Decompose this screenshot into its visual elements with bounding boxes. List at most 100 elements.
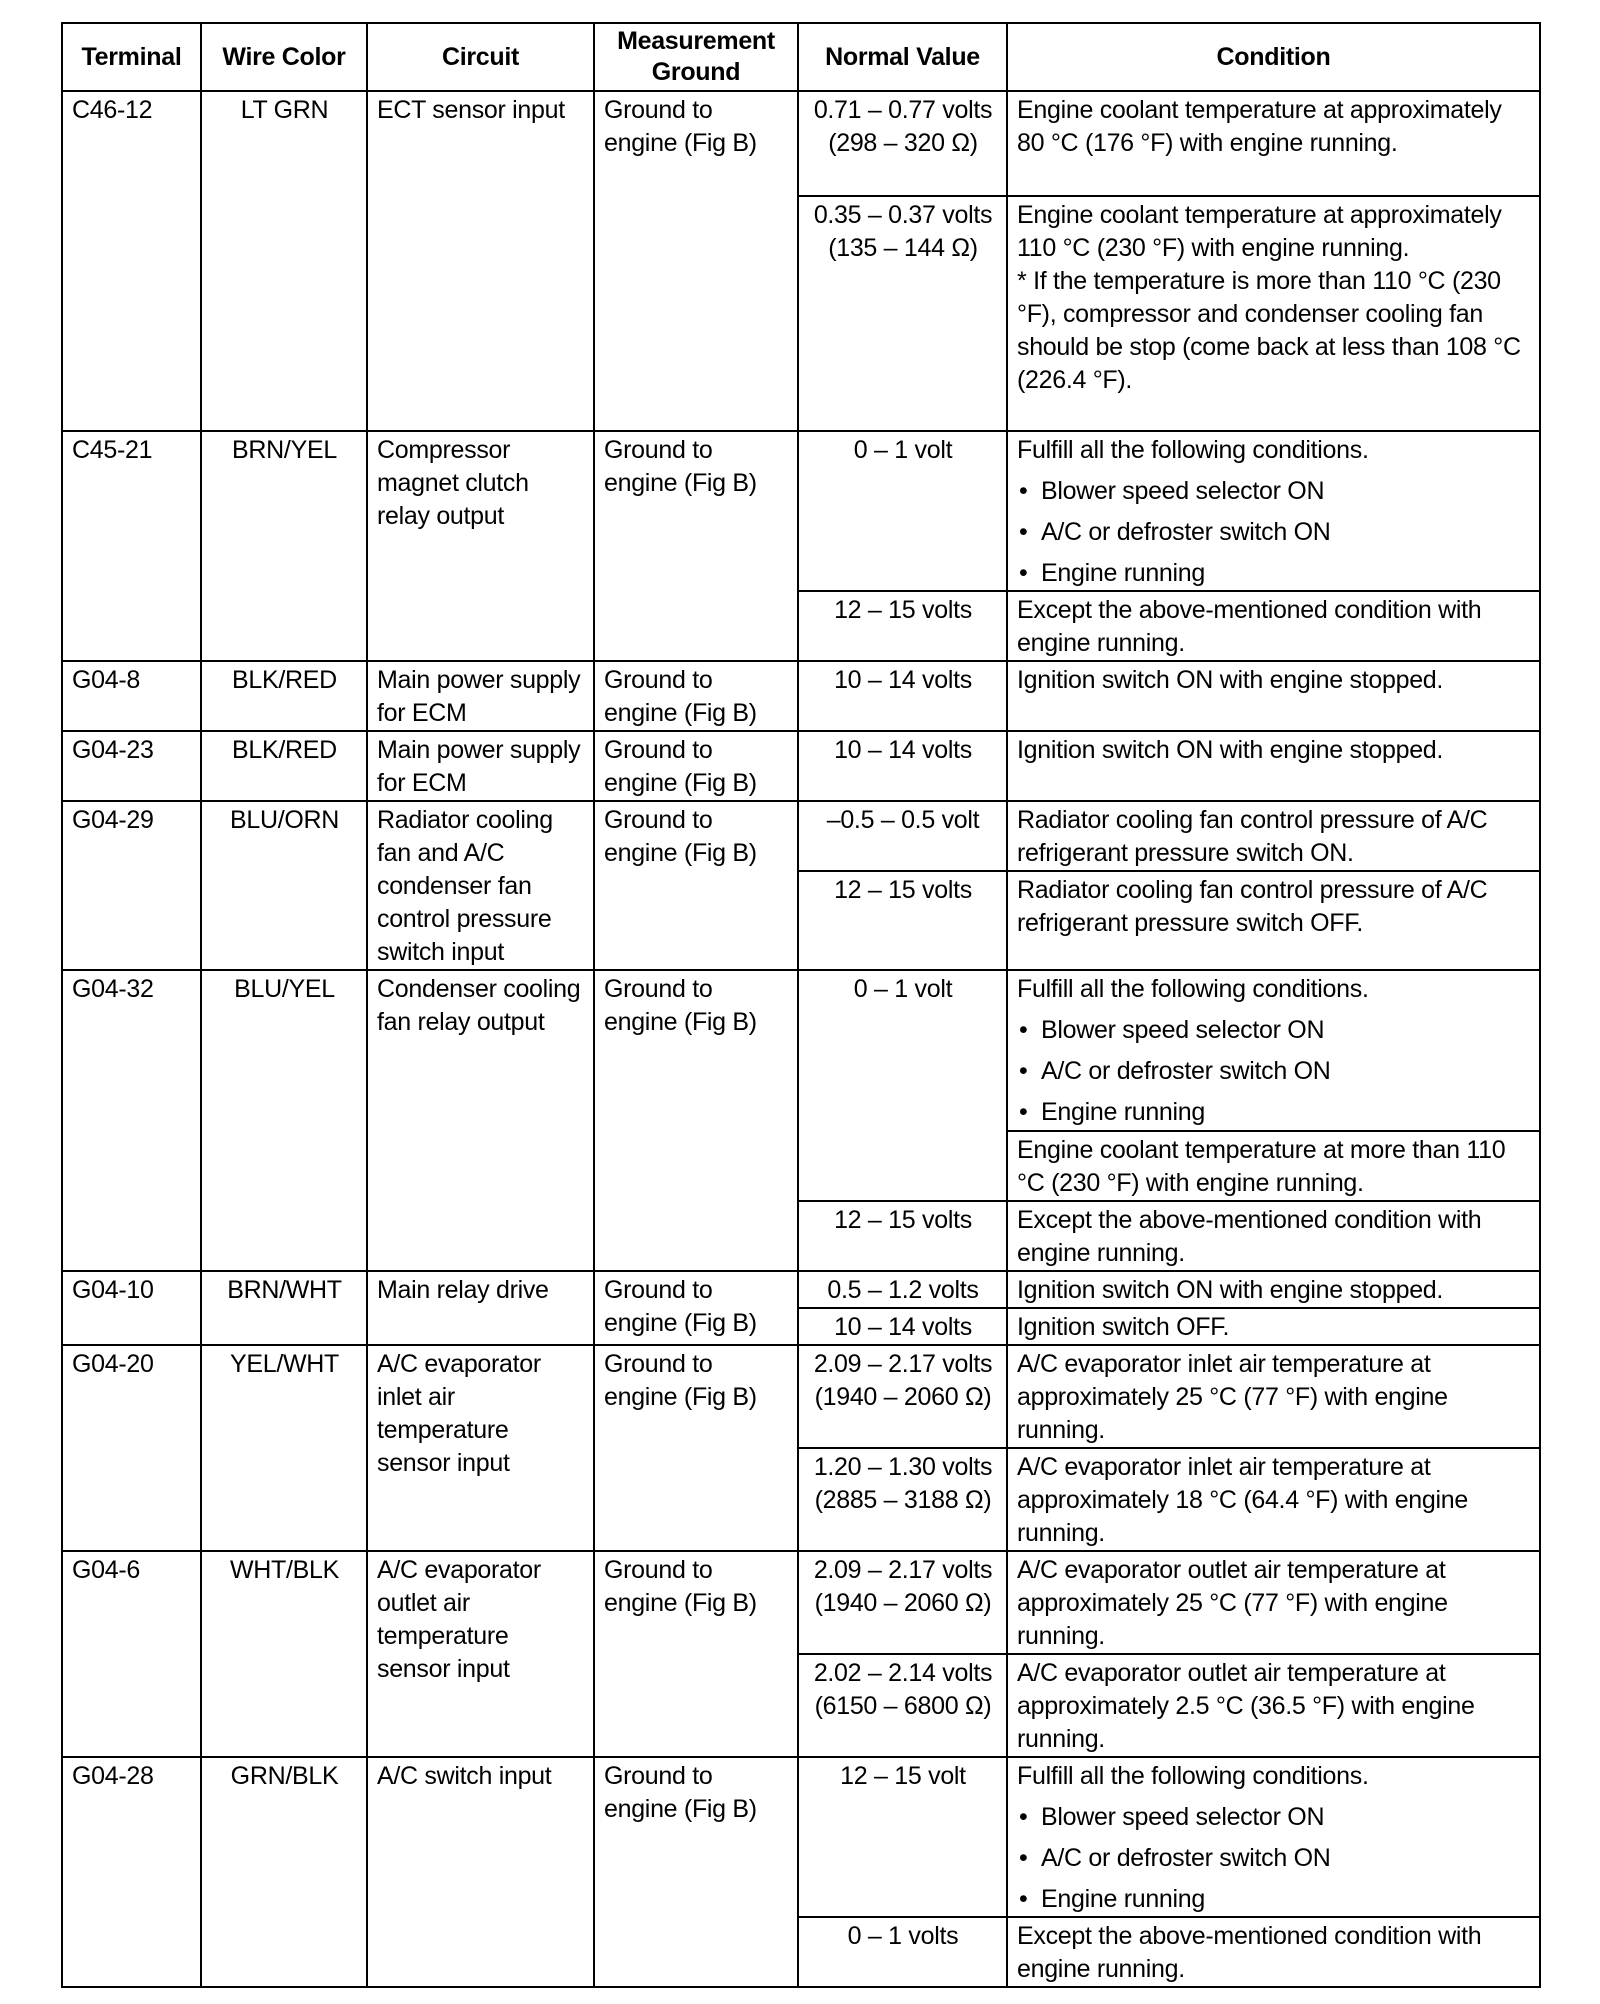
condition-text: Engine coolant temperature at approximat…: [1017, 201, 1502, 262]
table-row: G04-23 BLK/RED Main power supply for ECM Gr…: [61, 730, 1541, 802]
condition-cell: A/C evaporator outlet air temperature at…: [1006, 1550, 1541, 1655]
table-row: 0.35 – 0.37 volts (135 – 144 Ω) Engine co…: [62, 195, 1541, 432]
normal-value-cell: 0.35 – 0.37 volts (135 – 144 Ω): [797, 195, 1008, 432]
wire-color-cell: LT GRN: [200, 90, 368, 432]
terminal-cell: G04-10: [61, 1270, 202, 1346]
normal-value-cell: 2.09 – 2.17 volts (1940 – 2060 Ω): [797, 1550, 1008, 1655]
circuit-cell: ECT sensor input: [366, 90, 595, 432]
circuit-cell: A/C evaporator inlet air temperature sen…: [366, 1344, 595, 1552]
normal-value-cell: 12 – 15 volt: [797, 1756, 1008, 1918]
table-row: 12 – 15 volts Except the above-mentioned …: [62, 1200, 1541, 1272]
terminal-cell: C45-21: [61, 430, 202, 662]
normal-value-cell: 10 – 14 volts: [797, 660, 1008, 732]
header-normal-value: Normal Value: [797, 22, 1008, 92]
circuit-cell: Compressor magnet clutch relay output: [366, 430, 595, 662]
condition-cell: A/C evaporator inlet air temperature at …: [1006, 1344, 1541, 1449]
condition-text: A/C evaporator outlet air temperature at…: [1017, 1659, 1475, 1753]
header-measurement-ground: Measurement Ground: [593, 22, 799, 92]
measurement-ground-cell: Ground to engine (Fig B): [593, 660, 799, 732]
condition-text: Ignition switch ON with engine stopped.: [1017, 736, 1444, 764]
condition-cell: Radiator cooling fan control pressure of…: [1006, 800, 1541, 872]
terminal-cell: G04-28: [61, 1756, 202, 1988]
normal-value-cell: 2.02 – 2.14 volts (6150 – 6800 Ω): [797, 1653, 1008, 1758]
table-row: G04-32 BLU/YEL Condenser cooling fan relay…: [61, 969, 1541, 1272]
table-row: 1.20 – 1.30 volts (2885 – 3188 Ω) A/C eva…: [62, 1447, 1541, 1552]
measurement-ground-cell: Ground to engine (Fig B): [593, 800, 799, 971]
wire-color-cell: WHT/BLK: [200, 1550, 368, 1758]
condition-text: Fulfill all the following conditions.: [1017, 436, 1369, 464]
condition-cell: Except the above-mentioned condition wit…: [1006, 590, 1541, 662]
condition-note: * If the temperature is more than 110 °C…: [1017, 267, 1521, 394]
terminal-cell: G04-8: [61, 660, 202, 732]
condition-cell: Fulfill all the following conditions. Blo…: [1006, 1756, 1541, 1918]
table-row: G04-10 BRN/WHT Main relay drive Ground to e…: [61, 1270, 1541, 1346]
header-wire-color: Wire Color: [200, 22, 368, 92]
wire-color-cell: BLK/RED: [200, 730, 368, 802]
condition-cell: Engine coolant temperature at more than …: [1006, 1130, 1541, 1202]
condition-text: Radiator cooling fan control pressure of…: [1017, 806, 1488, 867]
measurement-ground-cell: Ground to engine (Fig B): [593, 1550, 799, 1758]
circuit-cell: A/C evaporator outlet air temperature se…: [366, 1550, 595, 1758]
normal-value-cell: 0 – 1 volts: [797, 1916, 1008, 1988]
measurement-ground-cell: Ground to engine (Fig B): [593, 1344, 799, 1552]
condition-bullet: A/C or defroster switch ON: [1017, 1842, 1531, 1875]
normal-value-cell: 2.09 – 2.17 volts (1940 – 2060 Ω): [797, 1344, 1008, 1449]
terminal-cell: G04-20: [61, 1344, 202, 1552]
table-row: G04-6 WHT/BLK A/C evaporator outlet air te…: [61, 1550, 1541, 1758]
condition-text: Fulfill all the following conditions.: [1017, 1762, 1369, 1790]
condition-bullet: Blower speed selector ON: [1017, 1014, 1531, 1047]
wire-color-cell: BRN/WHT: [200, 1270, 368, 1346]
circuit-cell: Main relay drive: [366, 1270, 595, 1346]
condition-bullet: Engine running: [1017, 1883, 1531, 1915]
table-row: 2.02 – 2.14 volts (6150 – 6800 Ω) A/C eva…: [62, 1653, 1541, 1758]
condition-cell: Fulfill all the following conditions. Blo…: [1006, 430, 1541, 592]
wire-color-cell: YEL/WHT: [200, 1344, 368, 1552]
condition-cell: Engine coolant temperature at approximat…: [1006, 195, 1541, 432]
condition-bullet: Engine running: [1017, 1096, 1531, 1129]
table-row: C45-21 BRN/YEL Compressor magnet clutch re…: [61, 430, 1541, 662]
condition-text: Except the above-mentioned condition wit…: [1017, 1922, 1482, 1983]
measurement-ground-cell: Ground to engine (Fig B): [593, 1270, 799, 1346]
table-row: G04-20 YEL/WHT A/C evaporator inlet air te…: [61, 1344, 1541, 1552]
normal-value-cell: 12 – 15 volts: [797, 590, 1008, 662]
terminal-cell: G04-6: [61, 1550, 202, 1758]
measurement-ground-cell: Ground to engine (Fig B): [593, 430, 799, 662]
circuit-cell: A/C switch input: [366, 1756, 595, 1988]
table-row: G04-8 BLK/RED Main power supply for ECM Gro…: [61, 660, 1541, 732]
condition-cell: Ignition switch ON with engine stopped.: [1006, 1270, 1541, 1309]
measurement-ground-cell: Ground to engine (Fig B): [593, 730, 799, 802]
normal-value-cell: 10 – 14 volts: [797, 1307, 1008, 1346]
condition-cell: Except the above-mentioned condition wit…: [1006, 1200, 1541, 1272]
condition-text: A/C evaporator outlet air temperature at…: [1017, 1556, 1448, 1650]
normal-value-cell: 0.71 – 0.77 volts (298 – 320 Ω): [797, 90, 1008, 197]
table-row: G04-28 GRN/BLK A/C switch input Ground to e…: [61, 1756, 1541, 1988]
circuit-cell: Main power supply for ECM: [366, 730, 595, 802]
condition-text: Engine coolant temperature at more than …: [1017, 1136, 1506, 1197]
normal-value-cell: 0 – 1 volt: [797, 969, 1008, 1202]
condition-bullet: Blower speed selector ON: [1017, 475, 1531, 508]
normal-value-cell: 12 – 15 volts: [797, 870, 1008, 971]
measurement-ground-cell: Ground to engine (Fig B): [593, 969, 799, 1272]
condition-cell: Fulfill all the following conditions. Blo…: [1006, 969, 1541, 1132]
normal-value-cell: 0.5 – 1.2 volts: [797, 1270, 1008, 1309]
normal-value-cell: 0 – 1 volt: [797, 430, 1008, 592]
condition-bullet: Engine running: [1017, 557, 1531, 589]
normal-value-cell: –0.5 – 0.5 volt: [797, 800, 1008, 872]
condition-cell: Radiator cooling fan control pressure of…: [1006, 870, 1541, 971]
header-terminal: Terminal: [61, 22, 202, 92]
header-condition: Condition: [1006, 22, 1541, 92]
terminal-cell: G04-23: [61, 730, 202, 802]
header-circuit: Circuit: [366, 22, 595, 92]
condition-cell: A/C evaporator outlet air temperature at…: [1006, 1653, 1541, 1758]
condition-text: A/C evaporator inlet air temperature at …: [1017, 1350, 1448, 1444]
normal-value-cell: 1.20 – 1.30 volts (2885 – 3188 Ω): [797, 1447, 1008, 1552]
condition-text: Except the above-mentioned condition wit…: [1017, 596, 1482, 657]
header-row: Terminal Wire Color Circuit Measurement …: [61, 22, 1541, 92]
condition-cell: Ignition switch OFF.: [1006, 1307, 1541, 1346]
table-row: 12 – 15 volts Radiator cooling fan contro…: [62, 870, 1541, 971]
condition-text: Ignition switch ON with engine stopped.: [1017, 666, 1444, 694]
condition-cell: Ignition switch ON with engine stopped.: [1006, 660, 1541, 732]
condition-text: Radiator cooling fan control pressure of…: [1017, 876, 1488, 937]
wire-color-cell: BLU/ORN: [200, 800, 368, 971]
circuit-cell: Radiator cooling fan and A/C condenser f…: [366, 800, 595, 971]
